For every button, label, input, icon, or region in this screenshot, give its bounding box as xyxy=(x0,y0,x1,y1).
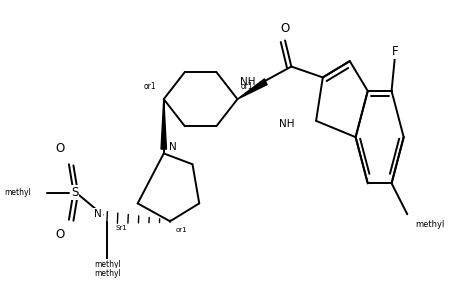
Text: O: O xyxy=(56,229,65,241)
Text: N: N xyxy=(94,209,102,219)
Text: methyl: methyl xyxy=(4,188,31,197)
Text: O: O xyxy=(56,141,65,155)
Text: or1: or1 xyxy=(240,82,253,91)
Text: O: O xyxy=(280,22,290,35)
Text: S: S xyxy=(71,186,79,199)
Text: methyl: methyl xyxy=(415,220,444,229)
Text: F: F xyxy=(391,45,398,58)
Polygon shape xyxy=(161,99,167,149)
Text: methyl: methyl xyxy=(94,260,120,269)
Polygon shape xyxy=(237,79,267,99)
Text: Sr1: Sr1 xyxy=(115,225,127,231)
Text: NH: NH xyxy=(241,77,256,87)
Text: or1: or1 xyxy=(176,227,187,233)
Text: NH: NH xyxy=(279,119,295,128)
Text: or1: or1 xyxy=(144,82,157,91)
Text: methyl: methyl xyxy=(94,268,120,278)
Text: N: N xyxy=(169,142,177,152)
